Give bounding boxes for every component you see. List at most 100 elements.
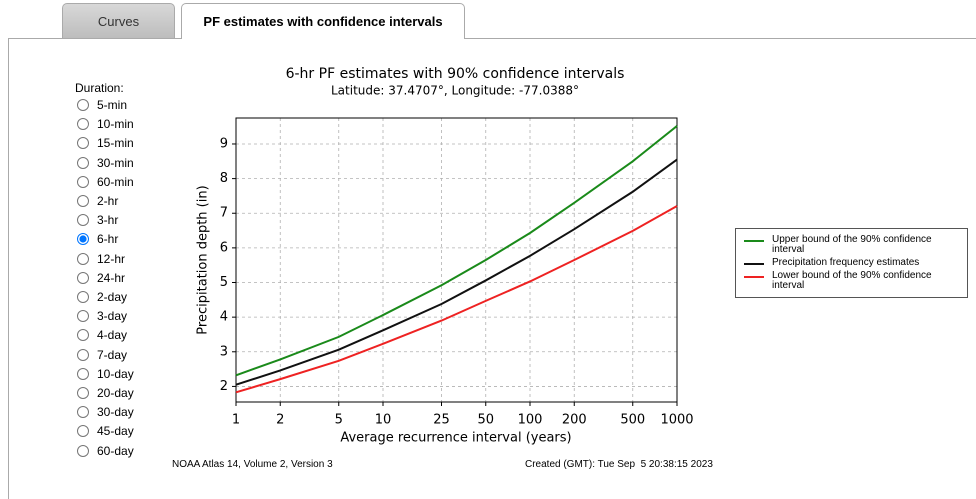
- radio-button[interactable]: [77, 348, 89, 361]
- plot-frame: [235, 117, 678, 403]
- y-tick-label: 7: [220, 206, 228, 221]
- radio-button[interactable]: [77, 387, 89, 399]
- radio-button[interactable]: [77, 310, 89, 323]
- y-tick-label: 5: [220, 275, 228, 290]
- y-axis-label: Precipitation depth (in): [196, 185, 211, 334]
- x-tick-label: 2: [276, 413, 284, 428]
- duration-option[interactable]: 10-min: [77, 115, 134, 133]
- duration-option[interactable]: 60-min: [77, 173, 134, 191]
- duration-text: 15-min: [97, 136, 134, 151]
- duration-option[interactable]: 6-hr: [77, 230, 118, 248]
- series-line: [235, 125, 678, 377]
- content-panel: [8, 38, 976, 499]
- y-tick-label: 4: [220, 310, 228, 325]
- x-tick-label: 25: [433, 413, 450, 428]
- duration-option[interactable]: 30-day: [77, 403, 134, 421]
- x-tick-label: 200: [562, 413, 587, 428]
- footer-date: Created (GMT): Tue Sep 5 20:38:15 2023: [525, 459, 713, 470]
- radio-button[interactable]: [77, 118, 89, 131]
- x-axis-label: Average recurrence interval (years): [340, 431, 571, 446]
- legend-label: Lower bound of the 90% confidence interv…: [772, 270, 932, 291]
- legend-swatch: [744, 263, 764, 265]
- tab[interactable]: Curves: [62, 3, 175, 38]
- duration-option[interactable]: 24-hr: [77, 269, 125, 287]
- duration-label: Duration:: [75, 81, 124, 95]
- duration-text: 24-hr: [97, 270, 126, 285]
- y-tick-label: 8: [220, 171, 228, 186]
- radio-button[interactable]: [77, 271, 89, 284]
- duration-option[interactable]: 2-hr: [77, 192, 118, 210]
- radio-button[interactable]: [77, 137, 89, 150]
- legend-entry: Upper bound of the 90% confidence interv…: [742, 235, 961, 255]
- duration-option[interactable]: 2-day: [77, 288, 127, 306]
- duration-option[interactable]: 45-day: [77, 422, 134, 440]
- footer-note: NOAA Atlas 14, Volume 2, Version 3: [172, 459, 333, 470]
- duration-option[interactable]: 15-min: [77, 134, 134, 152]
- duration-text: 6-hr: [97, 232, 119, 247]
- duration-text: 30-day: [97, 405, 134, 420]
- legend-swatch: [744, 276, 764, 278]
- x-tick-label: 1000: [660, 413, 693, 428]
- duration-text: 7-day: [97, 347, 128, 362]
- duration-text: 10-day: [97, 366, 134, 381]
- duration-text: 5-min: [97, 98, 128, 112]
- series-line: [235, 158, 678, 386]
- duration-option[interactable]: 12-hr: [77, 250, 125, 268]
- tab[interactable]: PF estimates with confidence intervals: [181, 3, 465, 39]
- legend-label: Precipitation frequency estimates: [772, 257, 920, 268]
- duration-text: 3-day: [97, 309, 128, 324]
- duration-option[interactable]: 60-day: [77, 442, 134, 460]
- y-tick-label: 2: [220, 379, 228, 394]
- duration-option[interactable]: 7-day: [77, 346, 127, 364]
- x-tick-label: 50: [477, 413, 494, 428]
- duration-option[interactable]: 20-day: [77, 384, 134, 402]
- duration-text: 60-day: [97, 443, 134, 458]
- duration-text: 60-min: [97, 174, 134, 189]
- duration-text: 2-hr: [97, 194, 119, 208]
- radio-button[interactable]: [77, 252, 89, 265]
- duration-text: 30-min: [97, 155, 134, 170]
- duration-option[interactable]: 10-day: [77, 365, 134, 383]
- legend: Upper bound of the 90% confidence interv…: [735, 228, 968, 298]
- x-tick-label: 10: [375, 413, 392, 428]
- radio-button[interactable]: [77, 444, 89, 457]
- y-tick-label: 3: [220, 344, 228, 359]
- legend-entry: Precipitation frequency estimates: [742, 258, 961, 268]
- radio-button[interactable]: [77, 329, 89, 342]
- radio-button[interactable]: [77, 175, 89, 188]
- radio-button[interactable]: [77, 214, 89, 227]
- duration-text: 10-min: [97, 117, 134, 132]
- duration-text: 20-day: [97, 386, 134, 400]
- duration-option[interactable]: 5-min: [77, 96, 127, 114]
- radio-button[interactable]: [77, 195, 89, 207]
- y-tick-label: 9: [220, 136, 228, 151]
- radio-button[interactable]: [77, 367, 89, 380]
- duration-text: 12-hr: [97, 251, 126, 266]
- x-tick-label: 100: [518, 413, 543, 428]
- duration-text: 45-day: [97, 424, 134, 439]
- duration-option[interactable]: 3-hr: [77, 211, 118, 229]
- x-tick-label: 5: [335, 413, 343, 428]
- legend-label: Upper bound of the 90% confidence interv…: [772, 234, 932, 255]
- radio-button[interactable]: [77, 156, 89, 169]
- duration-option[interactable]: 3-day: [77, 307, 127, 325]
- duration-text: 4-day: [97, 328, 128, 343]
- legend-swatch: [744, 240, 764, 242]
- radio-button[interactable]: [77, 291, 89, 303]
- x-tick-label: 1: [232, 413, 240, 428]
- radio-button[interactable]: [77, 99, 89, 111]
- duration-text: 3-hr: [97, 213, 119, 228]
- chart-subtitle: Latitude: 37.4707°, Longitude: -77.0388°: [331, 84, 579, 98]
- duration-option[interactable]: 30-min: [77, 154, 134, 172]
- duration-text: 2-day: [97, 290, 128, 304]
- duration-option[interactable]: 4-day: [77, 326, 127, 344]
- series-line: [235, 205, 678, 394]
- chart-title: 6-hr PF estimates with 90% confidence in…: [286, 66, 625, 82]
- radio-button[interactable]: [77, 425, 89, 438]
- radio-button[interactable]: [77, 233, 89, 246]
- radio-button[interactable]: [77, 406, 89, 419]
- y-tick-label: 6: [220, 240, 228, 255]
- legend-entry: Lower bound of the 90% confidence interv…: [742, 271, 961, 291]
